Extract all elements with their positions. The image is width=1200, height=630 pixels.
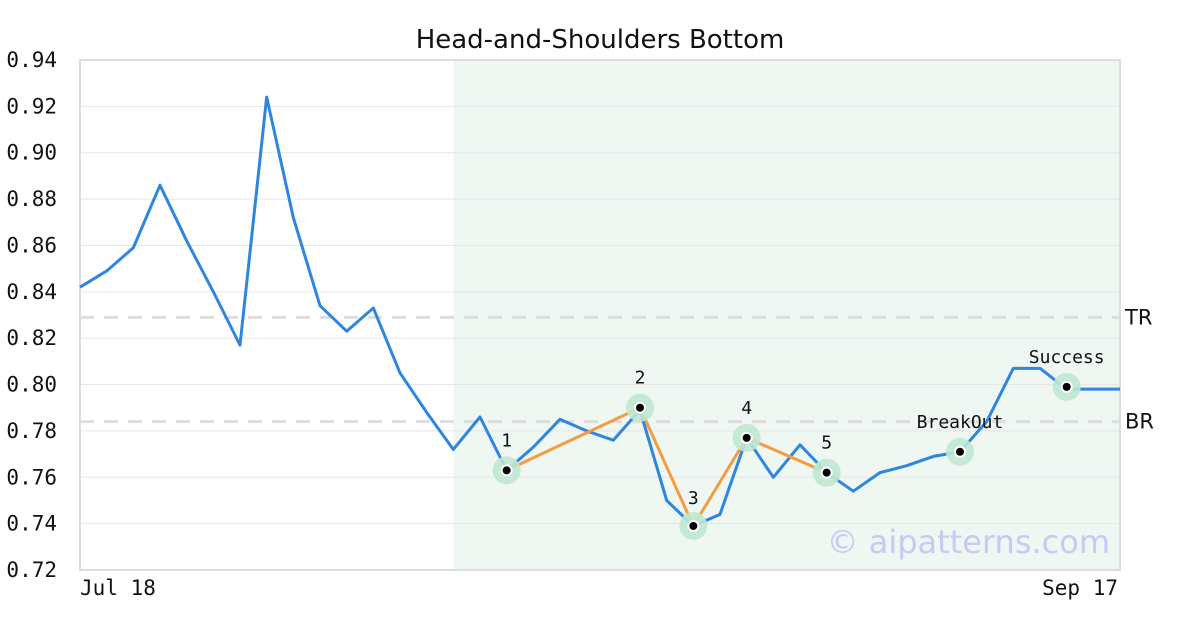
reference-line-label: TR [1124, 305, 1152, 329]
pattern-segment [692, 437, 748, 527]
point-label: 2 [635, 368, 646, 389]
point-label: 1 [501, 430, 512, 451]
y-tick-label: 0.82 [6, 326, 57, 350]
y-tick-label: 0.72 [6, 558, 57, 582]
y-tick-label: 0.86 [6, 233, 57, 257]
y-tick-label: 0.84 [6, 280, 57, 304]
watermark: © aipatterns.com [827, 523, 1110, 561]
point-dot [822, 468, 831, 477]
reference-lines: TR BR [80, 305, 1154, 434]
reference-line-label: BR [1125, 410, 1154, 434]
y-tick-label: 0.90 [6, 141, 57, 165]
y-tick-label: 0.74 [6, 512, 57, 536]
point-label: 5 [821, 433, 832, 454]
pattern-segment [638, 407, 695, 527]
point-dot [742, 433, 751, 442]
chart-title: Head-and-Shoulders Bottom [416, 25, 785, 55]
point-label: BreakOut [917, 412, 1004, 433]
pattern-region [453, 60, 1120, 570]
point-dot [689, 521, 698, 530]
point-dot [636, 403, 644, 412]
pattern-markers: 1 2 3 4 5 BreakOut Success [492, 347, 1105, 540]
y-tick-label: 0.92 [6, 94, 57, 118]
point-dot [1062, 382, 1071, 391]
pattern-segment [746, 436, 828, 475]
y-axis-labels: 0.94 0.92 0.90 0.88 0.86 0.84 0.82 0.80 0.78 0.76… [6, 48, 57, 582]
y-tick-label: 0.80 [6, 373, 57, 397]
x-label-start: Jul 18 [80, 576, 156, 600]
y-tick-label: 0.76 [6, 465, 57, 489]
point-dot [502, 466, 511, 475]
point-label: 3 [688, 488, 699, 509]
y-tick-label: 0.88 [6, 187, 57, 211]
pattern-segment [506, 406, 641, 472]
point-label: Success [1029, 347, 1105, 368]
pattern-lines [506, 406, 828, 527]
y-tick-label: 0.94 [6, 48, 57, 72]
point-dot [956, 447, 964, 456]
x-label-end: Sep 17 [1042, 576, 1118, 600]
plot-frame [79, 59, 1121, 571]
point-label: 4 [741, 398, 752, 419]
y-tick-label: 0.78 [6, 419, 57, 443]
